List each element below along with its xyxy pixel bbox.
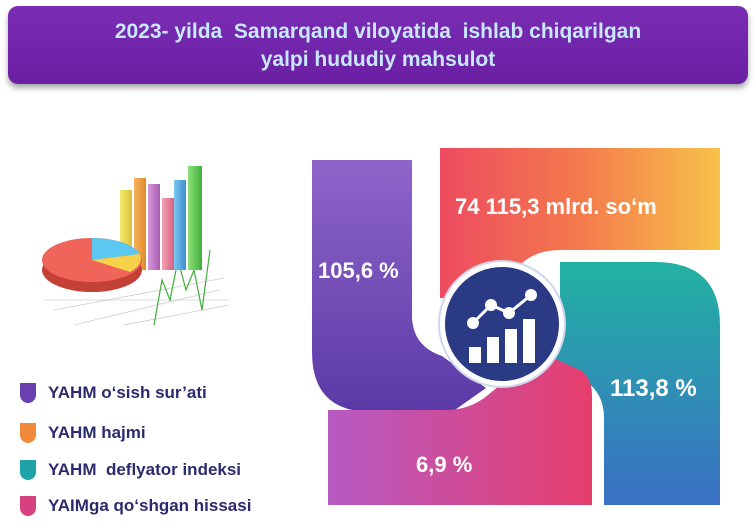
legend-drop-teal-icon xyxy=(20,460,36,480)
volume-value: 74 115,3 mlrd. so‘m xyxy=(455,194,657,219)
center-chart-circle xyxy=(440,262,564,386)
growth-rate-value: 105,6 % xyxy=(318,258,399,283)
legend-label-deflator: YAHM deflyator indeksi xyxy=(48,460,242,479)
chart-growth-icon xyxy=(467,289,537,363)
share-shape xyxy=(328,352,592,505)
title-line-2: yalpi hududiy mahsulot xyxy=(260,48,496,71)
legend-drop-orange-icon xyxy=(20,423,36,443)
legend-drop-purple-icon xyxy=(20,383,36,403)
legend-item-growth: YAHM o‘sish sur’ati xyxy=(18,379,207,407)
deflator-shape xyxy=(536,262,720,505)
legend-drop-pink-icon xyxy=(20,496,36,516)
legend-label-volume: YAHM hajmi xyxy=(48,423,146,442)
legend-item-share: YAIMga qo‘shgan hissasi xyxy=(18,492,251,520)
legend-item-volume: YAHM hajmi xyxy=(18,419,146,447)
bar-pie-chart-illustration-icon xyxy=(42,166,230,326)
title-line-1: 2023- yilda Samarqand viloyatida ishlab … xyxy=(114,20,642,43)
deflator-index-value: 113,8 % xyxy=(610,375,697,402)
share-value: 6,9 % xyxy=(416,452,473,477)
growth-shape xyxy=(312,160,486,412)
legend-item-deflator: YAHM deflyator indeksi xyxy=(18,456,241,484)
legend-label-share: YAIMga qo‘shgan hissasi xyxy=(48,496,252,515)
title-banner: 2023- yilda Samarqand viloyatida ishlab … xyxy=(8,6,748,84)
legend-label-growth: YAHM o‘sish sur’ati xyxy=(48,383,207,402)
